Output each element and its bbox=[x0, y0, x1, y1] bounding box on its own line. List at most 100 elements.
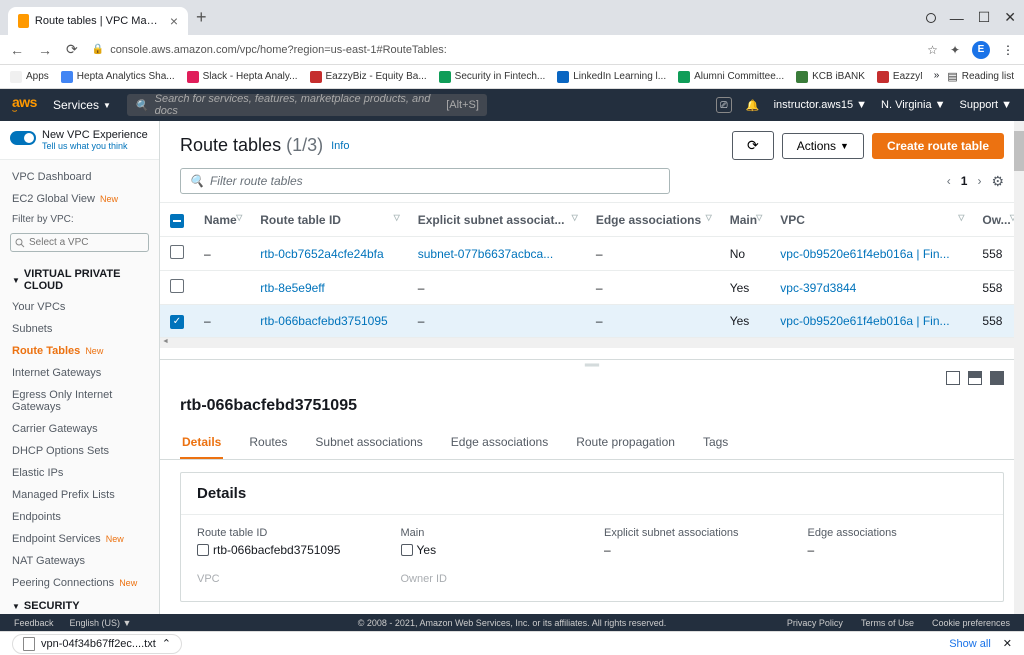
close-download-bar[interactable]: ✕ bbox=[1003, 637, 1012, 650]
account-icon[interactable] bbox=[926, 13, 936, 23]
column-header[interactable]: VPC▽ bbox=[770, 203, 972, 237]
download-item[interactable]: vpn-04f34b67ff2ec....txt ⌃ bbox=[12, 634, 182, 654]
feedback-link[interactable]: Tell us what you think bbox=[42, 141, 148, 151]
reload-icon[interactable]: ⟳ bbox=[66, 41, 78, 58]
bookmarks-more[interactable]: » bbox=[934, 70, 940, 83]
profile-avatar[interactable]: E bbox=[972, 41, 990, 59]
subnet-link[interactable]: subnet-077b6637acbca... bbox=[418, 247, 553, 261]
row-checkbox[interactable]: ✓ bbox=[170, 315, 184, 329]
sidebar-item[interactable]: Route Tables New bbox=[0, 340, 159, 362]
info-link[interactable]: Info bbox=[331, 140, 349, 152]
sidebar-section-vpc[interactable]: ▼VIRTUAL PRIVATE CLOUD bbox=[0, 262, 159, 296]
aws-logo[interactable]: aws⌣ bbox=[12, 94, 37, 116]
sidebar-item[interactable]: Endpoints bbox=[0, 506, 159, 528]
column-header[interactable]: Name▽ bbox=[194, 203, 250, 237]
filter-input[interactable]: 🔍 Filter route tables bbox=[180, 168, 670, 194]
language-selector[interactable]: English (US) ▼ bbox=[70, 618, 132, 628]
route-table-link[interactable]: rtb-0cb7652a4cfe24bfa bbox=[260, 247, 383, 261]
reading-list-button[interactable]: ▤ Reading list bbox=[947, 70, 1014, 83]
detail-tab[interactable]: Details bbox=[180, 427, 223, 459]
close-window-icon[interactable]: ✕ bbox=[1004, 9, 1016, 26]
layout-icon-2[interactable] bbox=[968, 371, 982, 385]
detail-tab[interactable]: Route propagation bbox=[574, 427, 677, 459]
url-bar[interactable]: 🔒 console.aws.amazon.com/vpc/home?region… bbox=[92, 44, 913, 56]
notifications-icon[interactable]: 🔔 bbox=[746, 99, 760, 112]
refresh-button[interactable]: ⟳ bbox=[732, 131, 774, 160]
terms-link[interactable]: Terms of Use bbox=[861, 618, 914, 628]
bookmark-item[interactable]: Hepta Analytics Sha... bbox=[61, 71, 175, 83]
bookmark-item[interactable]: Apps bbox=[10, 71, 49, 83]
maximize-icon[interactable]: ☐ bbox=[978, 9, 991, 26]
sidebar-item-dashboard[interactable]: VPC Dashboard bbox=[0, 166, 159, 188]
browser-tab[interactable]: Route tables | VPC Management × bbox=[8, 7, 188, 35]
close-tab-icon[interactable]: × bbox=[170, 13, 178, 29]
panel-splitter[interactable]: ══ bbox=[160, 359, 1024, 371]
layout-icon-3[interactable] bbox=[990, 371, 1004, 385]
sidebar-item[interactable]: Elastic IPs bbox=[0, 462, 159, 484]
bookmark-item[interactable]: Slack - Hepta Analy... bbox=[187, 71, 298, 83]
detail-tab[interactable]: Subnet associations bbox=[313, 427, 424, 459]
console-search[interactable]: 🔍 Search for services, features, marketp… bbox=[127, 94, 487, 116]
table-row[interactable]: ✓ – rtb-066bacfebd3751095 – – Yes vpc-0b… bbox=[160, 305, 1024, 338]
bookmark-item[interactable]: EazzyNet Secure O... bbox=[877, 71, 922, 83]
select-all-checkbox[interactable] bbox=[170, 214, 184, 228]
sidebar-item-ec2-global[interactable]: EC2 Global View New bbox=[0, 188, 159, 210]
detail-tab[interactable]: Tags bbox=[701, 427, 730, 459]
table-row[interactable]: – rtb-0cb7652a4cfe24bfa subnet-077b6637a… bbox=[160, 237, 1024, 271]
privacy-link[interactable]: Privacy Policy bbox=[787, 618, 843, 628]
row-checkbox[interactable] bbox=[170, 279, 184, 293]
sidebar-item[interactable]: Egress Only Internet Gateways bbox=[0, 384, 159, 418]
create-route-table-button[interactable]: Create route table bbox=[872, 133, 1004, 159]
prev-page-icon[interactable]: ‹ bbox=[947, 174, 951, 188]
sidebar-item[interactable]: NAT Gateways bbox=[0, 550, 159, 572]
next-page-icon[interactable]: › bbox=[977, 174, 981, 188]
v-scrollbar[interactable] bbox=[1014, 121, 1024, 614]
bookmark-item[interactable]: EazzyBiz - Equity Ba... bbox=[310, 71, 427, 83]
sidebar-item[interactable]: Carrier Gateways bbox=[0, 418, 159, 440]
column-header[interactable]: Main▽ bbox=[720, 203, 771, 237]
detail-tab[interactable]: Routes bbox=[247, 427, 289, 459]
copy-icon[interactable] bbox=[197, 544, 209, 556]
column-header[interactable]: Route table ID▽ bbox=[250, 203, 407, 237]
show-all-downloads[interactable]: Show all bbox=[949, 638, 991, 650]
cookie-link[interactable]: Cookie preferences bbox=[932, 618, 1010, 628]
h-scrollbar[interactable] bbox=[160, 338, 1024, 348]
layout-icon-1[interactable] bbox=[946, 371, 960, 385]
actions-button[interactable]: Actions▼ bbox=[782, 133, 864, 159]
bookmark-star-icon[interactable]: ☆ bbox=[927, 43, 938, 57]
settings-gear-icon[interactable]: ⚙ bbox=[991, 173, 1004, 190]
sidebar-item[interactable]: Managed Prefix Lists bbox=[0, 484, 159, 506]
detail-tab[interactable]: Edge associations bbox=[449, 427, 550, 459]
copy-icon[interactable] bbox=[401, 544, 413, 556]
bookmark-item[interactable]: KCB iBANK bbox=[796, 71, 865, 83]
sidebar-item[interactable]: Endpoint Services New bbox=[0, 528, 159, 550]
services-menu[interactable]: Services ▼ bbox=[53, 98, 111, 112]
vpc-link[interactable]: vpc-0b9520e61f4eb016a | Fin... bbox=[780, 314, 949, 328]
bookmark-item[interactable]: Security in Fintech... bbox=[439, 71, 546, 83]
sidebar-item[interactable]: Peering Connections New bbox=[0, 572, 159, 594]
feedback-link[interactable]: Feedback bbox=[14, 618, 54, 628]
bookmark-item[interactable]: Alumni Committee... bbox=[678, 71, 784, 83]
vpc-link[interactable]: vpc-397d3844 bbox=[780, 281, 856, 295]
route-table-link[interactable]: rtb-8e5e9eff bbox=[260, 281, 325, 295]
sidebar-item[interactable]: DHCP Options Sets bbox=[0, 440, 159, 462]
new-experience-toggle[interactable] bbox=[10, 131, 36, 145]
sidebar-section-security[interactable]: ▼SECURITY bbox=[0, 594, 159, 614]
column-header[interactable]: Edge associations▽ bbox=[586, 203, 720, 237]
minimize-icon[interactable]: — bbox=[950, 10, 964, 26]
table-row[interactable]: rtb-8e5e9eff – – Yes vpc-397d3844 558 bbox=[160, 271, 1024, 305]
sidebar-item[interactable]: Subnets bbox=[0, 318, 159, 340]
new-tab-button[interactable]: + bbox=[196, 7, 207, 28]
account-menu[interactable]: instructor.aws15 ▼ bbox=[774, 99, 867, 111]
column-header[interactable]: Explicit subnet associat...▽ bbox=[408, 203, 586, 237]
back-icon[interactable]: ← bbox=[10, 42, 24, 58]
sidebar-item[interactable]: Internet Gateways bbox=[0, 362, 159, 384]
vpc-filter-input[interactable] bbox=[10, 233, 149, 252]
support-menu[interactable]: Support ▼ bbox=[960, 99, 1012, 111]
row-checkbox[interactable] bbox=[170, 245, 184, 259]
bookmark-item[interactable]: LinkedIn Learning l... bbox=[557, 71, 666, 83]
route-table-link[interactable]: rtb-066bacfebd3751095 bbox=[260, 314, 387, 328]
vpc-link[interactable]: vpc-0b9520e61f4eb016a | Fin... bbox=[780, 247, 949, 261]
forward-icon[interactable]: → bbox=[38, 42, 52, 58]
extensions-icon[interactable]: ✦ bbox=[950, 43, 960, 57]
